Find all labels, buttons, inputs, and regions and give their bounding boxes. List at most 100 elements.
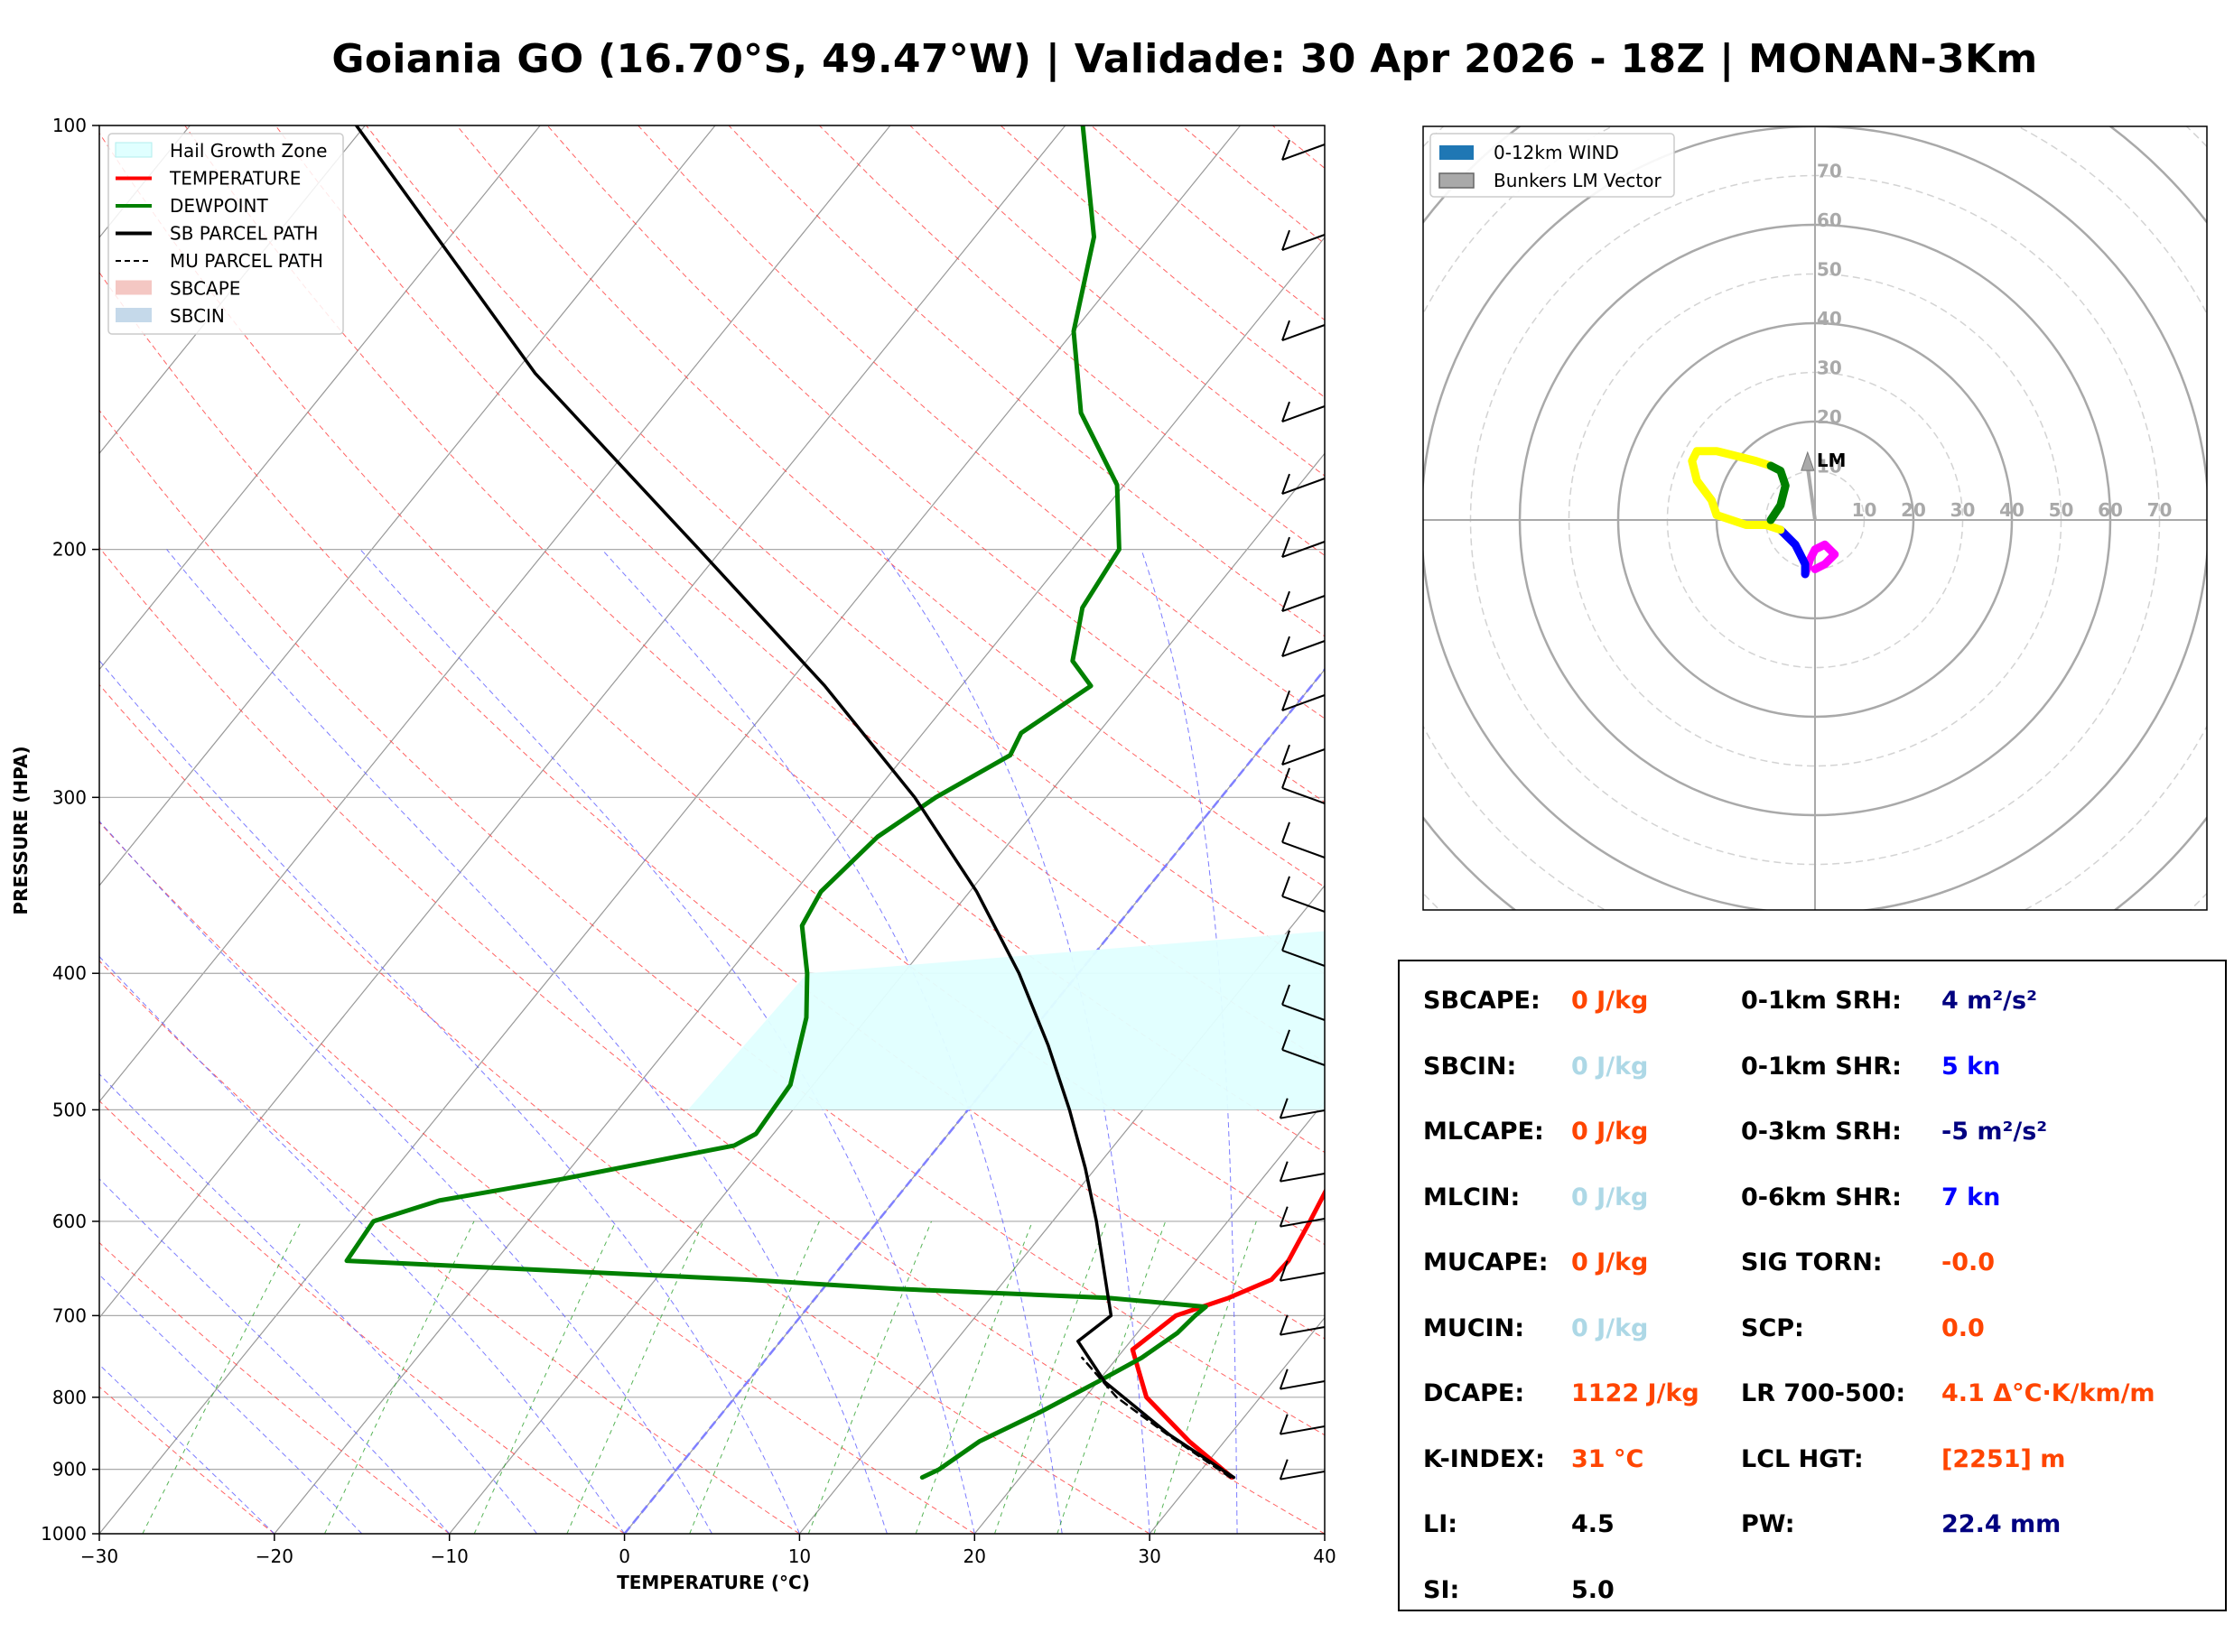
- wind-barb: [1281, 636, 1326, 658]
- skewt-profiles: [344, 125, 1325, 1480]
- wind-barb: [1281, 767, 1326, 804]
- skewt-legend-label: SBCIN: [170, 305, 225, 327]
- barb-staff: [1281, 595, 1326, 613]
- param-value: [2251] m: [1941, 1444, 2066, 1473]
- hodograph-legend-box: [1429, 133, 1675, 198]
- param-value: 22.4 mm: [1941, 1510, 2062, 1538]
- param-label: 0-6km SHR:: [1741, 1183, 1902, 1211]
- barb-flag: [1281, 473, 1290, 495]
- barb-staff: [1280, 1471, 1326, 1480]
- param-value: 5.0: [1571, 1575, 1615, 1604]
- param-value: -5 m²/s²: [1941, 1118, 2048, 1146]
- hodograph-background: 10 10 20 20 30 30 40 40 50 50 60 60 70 70: [1423, 126, 2207, 910]
- hodograph-segment: [1801, 540, 1839, 579]
- param-value: 31 °C: [1571, 1444, 1644, 1473]
- moist-adiabat: [166, 549, 888, 1534]
- dry-adiabat: [99, 1386, 275, 1534]
- barb-flag: [1279, 1414, 1289, 1435]
- hodograph-ring-label-y: 30: [1817, 357, 1842, 379]
- isotherm: [449, 452, 1325, 1534]
- barb-flag: [1279, 1369, 1289, 1390]
- barb-flag: [1279, 1260, 1289, 1282]
- param-label: SBCAPE:: [1423, 987, 1541, 1015]
- p-tick-label: 1000: [41, 1523, 87, 1545]
- wind-barb: [1281, 690, 1326, 712]
- barb-staff: [1281, 478, 1326, 496]
- mu-parcel-path-line: [1081, 1356, 1232, 1479]
- param-label: LCL HGT:: [1741, 1444, 1864, 1473]
- skewt-legend-label: TEMPERATURE: [169, 168, 301, 190]
- param-value: 0 J/kg: [1571, 1118, 1649, 1146]
- mixing-ratio-line: [689, 1220, 820, 1534]
- param-value: 4.1 Δ°C·K/km/m: [1941, 1379, 2155, 1407]
- barb-flag: [1281, 636, 1290, 657]
- dry-adiabat: [99, 821, 975, 1534]
- dry-adiabat: [99, 546, 1325, 1534]
- wind-barb: [1281, 536, 1326, 559]
- x-tick-label: 10: [788, 1545, 811, 1567]
- barb-flag: [1281, 401, 1290, 422]
- skewt-legend-label: DEWPOINT: [170, 195, 268, 217]
- dry-adiabat: [638, 125, 1325, 719]
- x-tick-label: 20: [963, 1545, 986, 1567]
- param-value: 0 J/kg: [1571, 987, 1649, 1015]
- hodograph-ring-label-x: 70: [2147, 499, 2173, 521]
- param-label: SCP:: [1741, 1313, 1804, 1342]
- mixing-ratio-line: [142, 1220, 303, 1534]
- param-label: MUCAPE:: [1423, 1248, 1549, 1276]
- legend-swatch-sbcin: [116, 308, 152, 322]
- mixing-ratio-line: [473, 1220, 617, 1534]
- wind-barb: [1279, 1206, 1326, 1228]
- barb-staff: [1280, 1380, 1326, 1390]
- wind-barb: [1281, 320, 1326, 342]
- dewpoint-line: [344, 125, 1208, 1480]
- wind-barb: [1281, 984, 1326, 1021]
- hodograph-ring-label-x: 50: [2049, 499, 2074, 521]
- barb-staff: [1280, 1218, 1326, 1228]
- skewt-ticks: −30 −20 −10 0 10 20 30 40 100 200 300 400 500 600 700 8…: [41, 115, 1336, 1567]
- moist-adiabat: [359, 549, 975, 1534]
- wind-barb: [1279, 1369, 1326, 1390]
- x-tick-label: 30: [1138, 1545, 1160, 1567]
- isotherm: [973, 1100, 1325, 1534]
- hodograph-ring-label-y: 50: [1817, 259, 1842, 281]
- mixing-ratio-line: [566, 1220, 704, 1534]
- hodograph-legend-label: Bunkers LM Vector: [1494, 170, 1662, 191]
- hodograph-segment: [1776, 525, 1810, 579]
- barb-staff: [1281, 949, 1326, 967]
- hodograph-legend-swatch: [1438, 172, 1475, 189]
- wind-barb: [1279, 1459, 1326, 1480]
- barb-staff: [1280, 1425, 1326, 1435]
- barb-flag: [1281, 229, 1290, 251]
- mixing-ratio-line: [994, 1220, 1107, 1534]
- hodograph-ring-label-x: 60: [2098, 499, 2123, 521]
- hodograph-ring: [1423, 126, 2207, 910]
- temperature-line: [1130, 1188, 1325, 1480]
- bunkers-lm-arrowhead: [1801, 450, 1815, 471]
- barb-flag: [1281, 320, 1290, 341]
- barb-staff: [1281, 840, 1326, 858]
- hodograph-legend-swatch: [1439, 145, 1474, 160]
- dry-adiabat: [99, 409, 1325, 1436]
- wind-barb: [1281, 229, 1326, 252]
- mixing-ratio-line: [1153, 1220, 1257, 1534]
- wind-barb: [1281, 590, 1326, 613]
- param-value: 4.5: [1571, 1510, 1615, 1538]
- barb-flag: [1281, 590, 1290, 612]
- param-label: LR 700-500:: [1741, 1379, 1906, 1407]
- wind-barb: [1279, 1098, 1326, 1119]
- isotherm: [274, 237, 1325, 1534]
- dry-adiabat: [99, 1241, 450, 1534]
- isotherm: [99, 125, 1242, 1534]
- barb-flag: [1279, 1206, 1289, 1228]
- dry-adiabat: [456, 125, 1325, 888]
- freezing-isotherm: [623, 667, 1325, 1534]
- barb-flag: [1281, 744, 1290, 766]
- figure-title: Goiania GO (16.70°S, 49.47°W) | Validade…: [331, 36, 2038, 82]
- barb-staff: [1281, 694, 1326, 712]
- hodograph-legend: 0-12km WIND Bunkers LM Vector: [1429, 133, 1675, 198]
- barb-staff: [1281, 324, 1326, 342]
- barb-staff: [1281, 895, 1326, 913]
- param-label: LI:: [1423, 1510, 1458, 1538]
